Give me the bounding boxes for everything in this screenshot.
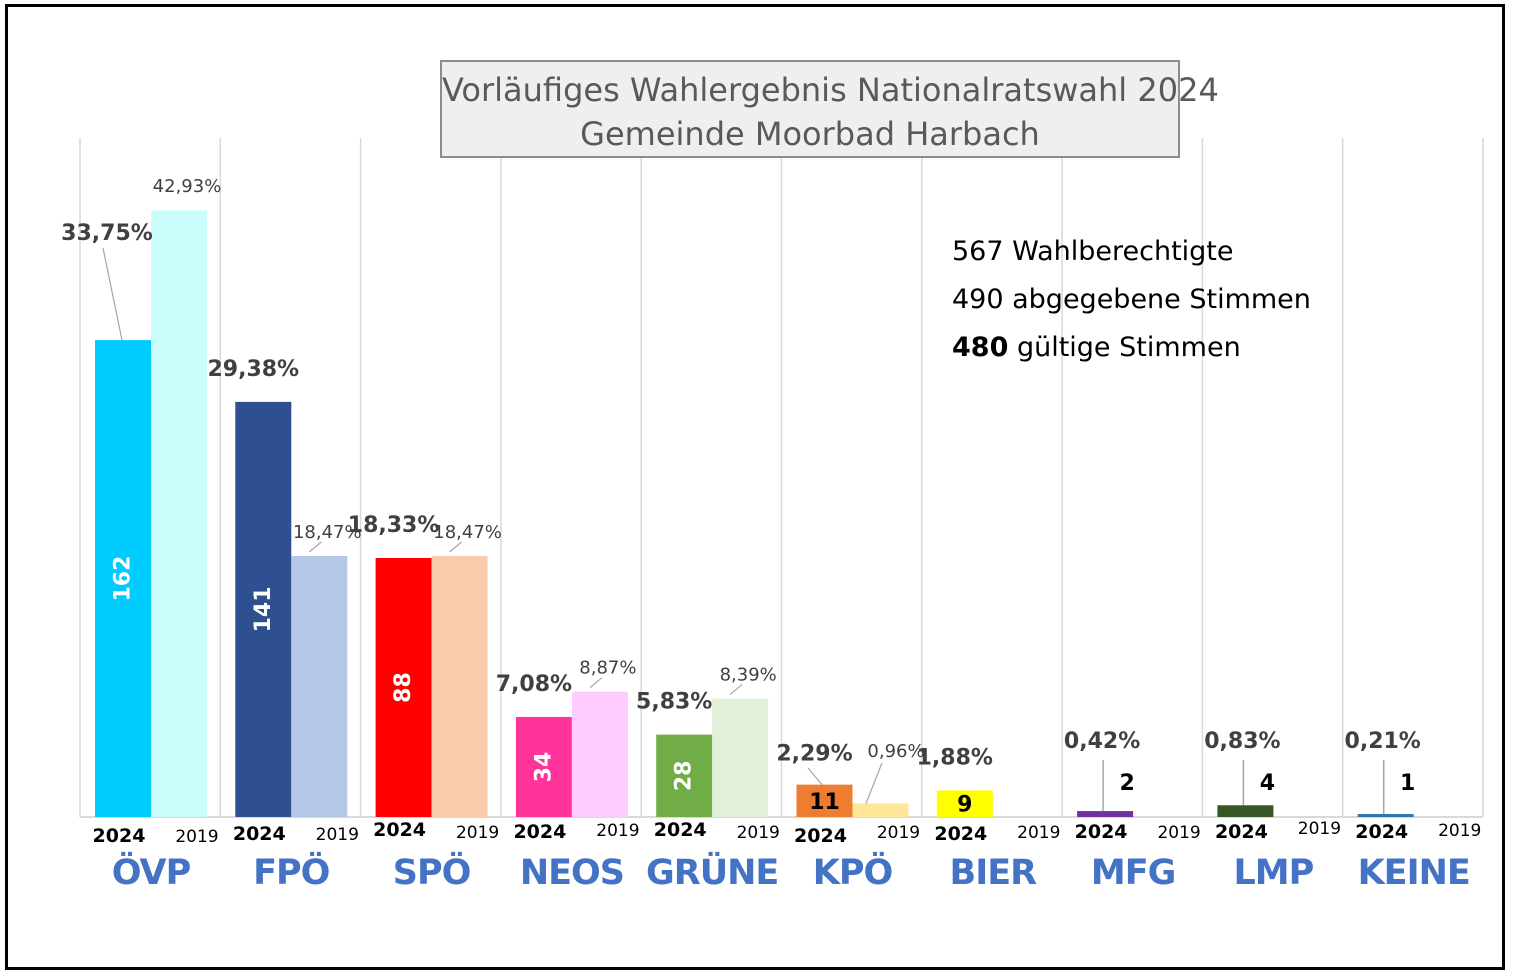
party-label: MFG — [1091, 853, 1175, 893]
bar-2024 — [1077, 811, 1134, 817]
percent-label-2024: 29,38% — [207, 357, 299, 382]
bar-2024 — [375, 557, 432, 817]
year-label-2024: 2024 — [1215, 821, 1268, 843]
year-label-2019: 2019 — [596, 821, 639, 841]
year-label-2024: 2024 — [1075, 821, 1128, 843]
election-info: 567 Wahlberechtigte 490 abgegebene Stimm… — [952, 228, 1311, 372]
percent-label-2024: 0,21% — [1345, 729, 1421, 754]
percent-label-2024: 5,83% — [636, 690, 712, 715]
leader-line — [807, 767, 823, 786]
bar-2019 — [291, 556, 348, 817]
bar-2024 — [1217, 805, 1274, 817]
percent-label-2019: 18,47% — [433, 522, 502, 543]
leader-line — [102, 247, 123, 341]
year-label-2024: 2024 — [794, 825, 847, 847]
year-label-2019: 2019 — [877, 823, 920, 843]
percent-label-2024: 2,29% — [776, 742, 852, 767]
party-label: KEINE — [1358, 853, 1470, 893]
bar-2024 — [656, 734, 713, 817]
party-label: ÖVP — [112, 851, 191, 893]
year-label-2024: 2024 — [373, 819, 426, 841]
bar-2019 — [151, 210, 207, 817]
year-label-2024: 2024 — [513, 821, 566, 843]
party-label: BIER — [950, 853, 1038, 893]
percent-label-2019: 8,39% — [720, 664, 777, 685]
valid-votes-number: 480 — [952, 332, 1009, 363]
bar-2024 — [1357, 814, 1414, 817]
vote-count-label: 28 — [672, 760, 697, 791]
year-label-2024: 2024 — [233, 823, 286, 845]
cast-votes: 490 abgegebene Stimmen — [952, 284, 1311, 315]
bar-2019 — [571, 691, 628, 817]
party-label: GRÜNE — [646, 851, 778, 893]
percent-label-2024: 18,33% — [348, 513, 440, 538]
percent-label-2019: 0,96% — [867, 741, 924, 762]
percent-label-2024: 0,42% — [1064, 729, 1140, 754]
bar-2024 — [515, 716, 572, 817]
percent-label-2024: 0,83% — [1204, 729, 1280, 754]
year-label-2019: 2019 — [1017, 823, 1060, 843]
percent-label-2024: 1,88% — [917, 745, 993, 770]
vote-count-label: 141 — [251, 586, 276, 632]
bar-2019 — [712, 698, 769, 817]
leader-line — [729, 683, 743, 695]
party-label: SPÖ — [393, 851, 471, 893]
percent-label-2019: 18,47% — [293, 522, 362, 543]
year-label-2024: 2024 — [93, 825, 146, 847]
bar-2019 — [852, 803, 909, 817]
bar-2019 — [431, 556, 488, 817]
vote-count-label: 88 — [391, 672, 416, 703]
bar-2024 — [796, 784, 853, 817]
party-label: KPÖ — [813, 851, 893, 893]
chart-title-box: Vorläufiges Wahlergebnis Nationalratswah… — [440, 60, 1219, 158]
vote-count-label: 34 — [531, 752, 556, 783]
bar-2024 — [235, 401, 292, 817]
valid-votes: 480 gültige Stimmen — [952, 324, 1311, 372]
vote-count-label: 162 — [111, 556, 136, 602]
year-label-2024: 2024 — [1355, 821, 1408, 843]
vote-count-label: 11 — [809, 790, 840, 815]
party-label: NEOS — [520, 853, 624, 893]
year-label-2019: 2019 — [175, 827, 218, 847]
percent-label-2024: 33,75% — [61, 221, 153, 246]
year-label-2019: 2019 — [1298, 819, 1341, 839]
valid-votes-text: gültige Stimmen — [1008, 332, 1241, 363]
vote-count-label: 9 — [957, 793, 972, 818]
leader-line — [308, 541, 322, 553]
percent-label-2019: 8,87% — [579, 658, 636, 679]
leader-line — [589, 677, 603, 689]
chart-title-line2: Gemeinde Moorbad Harbach — [580, 115, 1040, 153]
year-label-2019: 2019 — [456, 823, 499, 843]
party-label: FPÖ — [253, 851, 329, 893]
bar-2024 — [95, 340, 151, 817]
vote-count-label: 4 — [1260, 771, 1275, 796]
year-label-2024: 2024 — [934, 823, 987, 845]
year-label-2019: 2019 — [737, 823, 780, 843]
year-label-2019: 2019 — [316, 825, 359, 845]
percent-label-2024: 7,08% — [496, 672, 572, 697]
party-label: LMP — [1234, 853, 1314, 893]
year-label-2019: 2019 — [1157, 823, 1200, 843]
percent-label-2019: 42,93% — [153, 176, 222, 197]
leader-line — [449, 541, 462, 553]
bar-2024 — [936, 790, 993, 817]
eligible-voters: 567 Wahlberechtigte — [952, 236, 1234, 267]
leader-line — [865, 762, 883, 804]
vote-count-label: 2 — [1119, 771, 1134, 796]
year-label-2019: 2019 — [1438, 821, 1481, 841]
vote-count-label: 1 — [1400, 771, 1415, 796]
year-label-2024: 2024 — [654, 819, 707, 841]
chart-title-line1: Vorläufiges Wahlergebnis Nationalratswah… — [442, 71, 1219, 109]
